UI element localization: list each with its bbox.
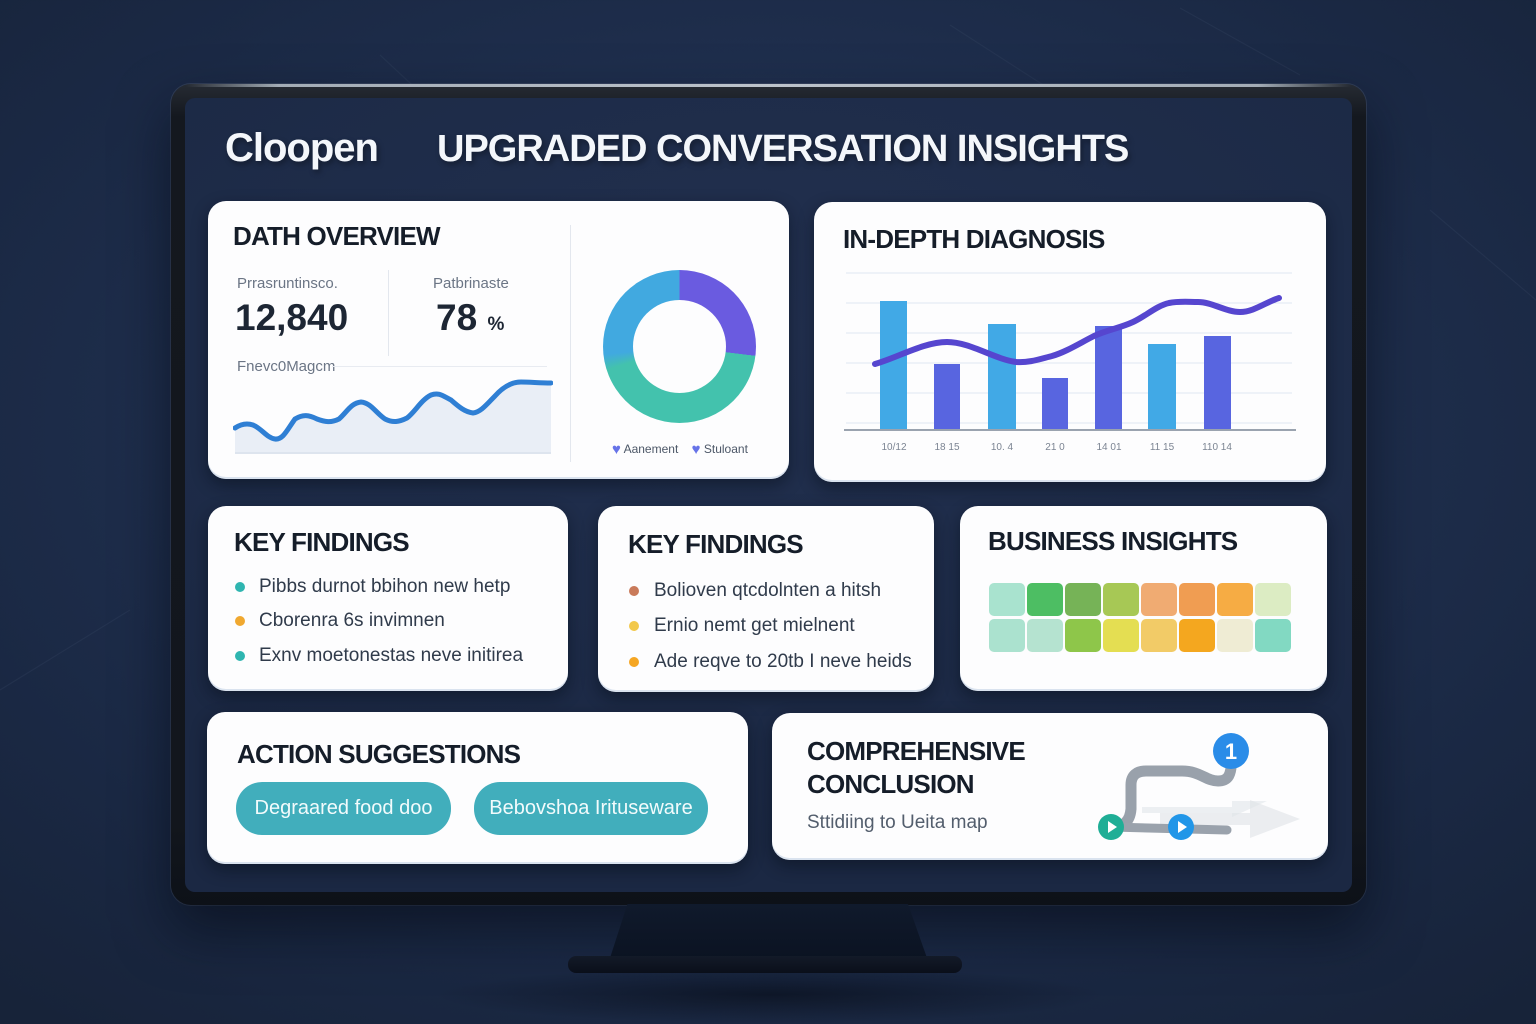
svg-text:18 15: 18 15 bbox=[934, 442, 959, 453]
svg-text:1: 1 bbox=[1225, 739, 1237, 764]
svg-text:14 01: 14 01 bbox=[1096, 442, 1121, 453]
svg-text:21 0: 21 0 bbox=[1045, 442, 1065, 453]
svg-text:11 15: 11 15 bbox=[1150, 442, 1175, 453]
svg-text:10/12: 10/12 bbox=[881, 442, 906, 453]
svg-text:10. 4: 10. 4 bbox=[991, 442, 1014, 453]
svg-text:110 14: 110 14 bbox=[1202, 442, 1232, 453]
